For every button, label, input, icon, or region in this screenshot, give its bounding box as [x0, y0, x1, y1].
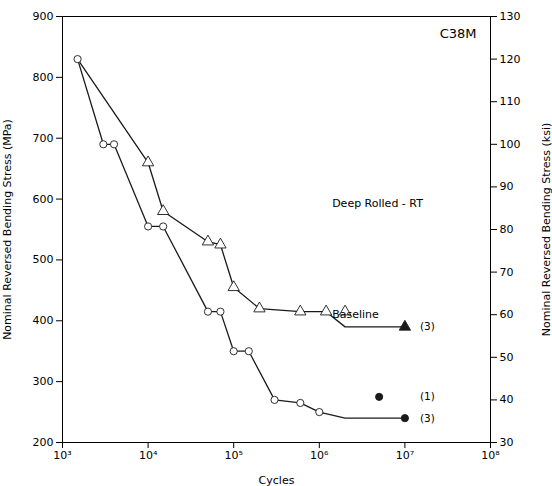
svg-text:200: 200 — [33, 436, 54, 449]
svg-text:10⁴: 10⁴ — [139, 449, 158, 462]
svg-text:10⁵: 10⁵ — [224, 449, 242, 462]
svg-text:Nominal Reversed Bending Stres: Nominal Reversed Bending Stress (MPa) — [1, 119, 14, 340]
svg-text:120: 120 — [500, 53, 521, 66]
svg-text:Baseline: Baseline — [332, 308, 379, 321]
svg-text:90: 90 — [500, 180, 514, 193]
svg-text:30: 30 — [500, 436, 514, 449]
svg-text:(1): (1) — [420, 390, 435, 402]
svg-text:C38M: C38M — [440, 26, 477, 41]
svg-text:800: 800 — [33, 71, 54, 84]
svg-text:80: 80 — [500, 223, 514, 236]
svg-text:700: 700 — [33, 132, 54, 145]
svg-text:70: 70 — [500, 266, 514, 279]
svg-text:400: 400 — [33, 314, 54, 327]
svg-text:Nominal Reversed Bending Stres: Nominal Reversed Bending Stress (ksi) — [540, 123, 552, 337]
svg-text:110: 110 — [500, 95, 521, 108]
svg-text:300: 300 — [33, 375, 54, 388]
svg-text:60: 60 — [500, 308, 514, 321]
svg-text:40: 40 — [500, 393, 514, 406]
svg-text:600: 600 — [33, 193, 54, 206]
svg-text:10⁸: 10⁸ — [481, 449, 500, 462]
svg-text:10³: 10³ — [53, 449, 71, 462]
svg-text:50: 50 — [500, 351, 514, 364]
svg-text:900: 900 — [33, 10, 54, 23]
svg-text:(3): (3) — [420, 320, 435, 332]
svg-text:500: 500 — [33, 253, 54, 266]
svg-text:Deep Rolled - RT: Deep Rolled - RT — [332, 197, 423, 210]
svg-text:Cycles: Cycles — [259, 474, 295, 486]
svg-text:100: 100 — [500, 138, 521, 151]
svg-text:(3): (3) — [420, 412, 435, 424]
svg-text:10⁶: 10⁶ — [310, 449, 329, 462]
svg-text:10⁷: 10⁷ — [396, 449, 414, 462]
svg-text:130: 130 — [500, 10, 521, 23]
